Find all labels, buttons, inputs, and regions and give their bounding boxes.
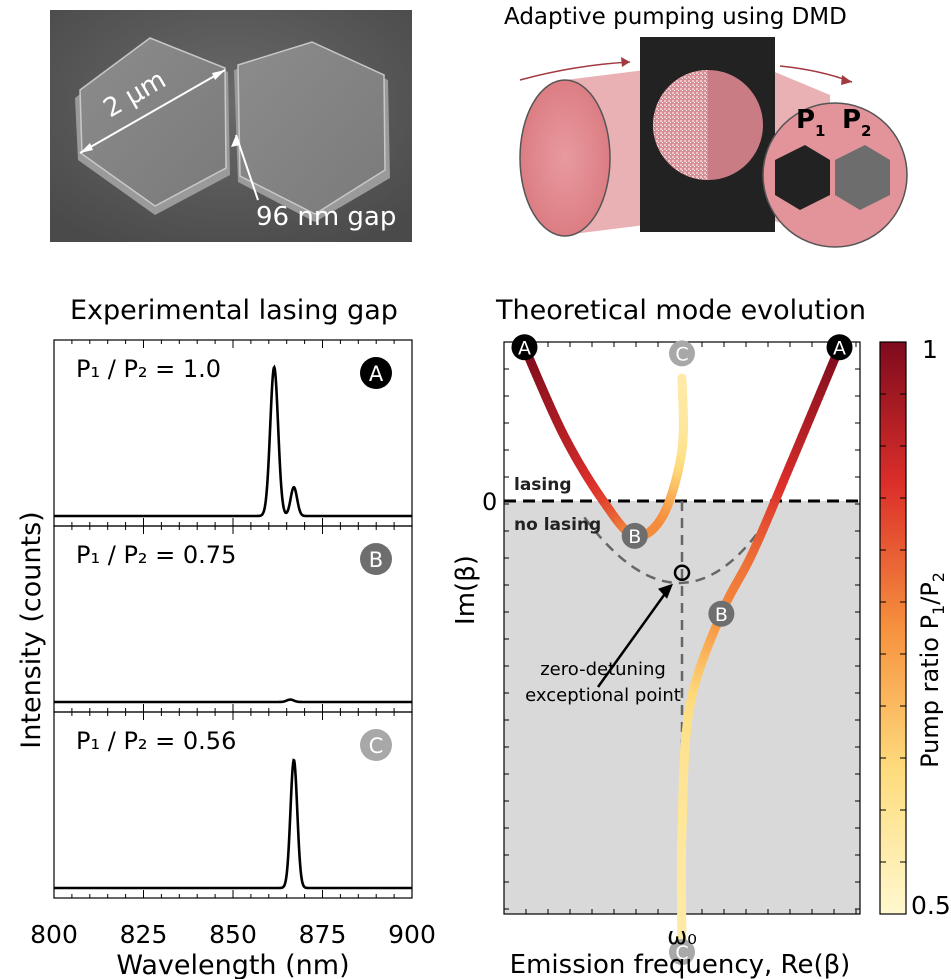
scale-arrow bbox=[79, 69, 226, 154]
sem-micrograph: 2 μm 96 nm gap bbox=[50, 10, 412, 242]
panel-badge-letter: C bbox=[369, 734, 384, 758]
hexagon-p1 bbox=[775, 145, 830, 210]
ep-arrowhead bbox=[658, 583, 673, 599]
lasing-label: lasing bbox=[514, 475, 572, 495]
colorbar bbox=[879, 341, 907, 915]
ep-label-line2: exceptional point bbox=[525, 685, 681, 706]
mode-point-letter: C bbox=[675, 942, 688, 964]
p1-label: P bbox=[796, 105, 815, 135]
panel-badge-letter: B bbox=[369, 548, 383, 572]
spectra-ylabel: Intensity (counts) bbox=[16, 511, 47, 748]
left-hexagon bbox=[75, 37, 230, 215]
gap-label: 96 nm gap bbox=[256, 202, 396, 232]
ep-label-line1: zero-detuning bbox=[540, 659, 666, 680]
exceptional-point-marker bbox=[673, 564, 691, 581]
arrow-in bbox=[519, 61, 631, 81]
spectra-title: Experimental lasing gap bbox=[70, 295, 398, 326]
spectrum-curve bbox=[54, 698, 412, 704]
p2-label: P bbox=[842, 105, 861, 135]
mode-ylabel: Im(β) bbox=[451, 555, 481, 625]
mode-point-letter: C bbox=[675, 343, 688, 365]
colorbar-label: Pump ratio P1/P2 bbox=[916, 572, 948, 768]
mode-point-letter: A bbox=[833, 337, 846, 359]
mode-point-letter: A bbox=[518, 337, 531, 359]
mode-point-badge bbox=[826, 334, 853, 361]
x-tick-label: 900 bbox=[388, 920, 436, 949]
mode-point-badge bbox=[511, 334, 538, 361]
input-beam-end bbox=[519, 79, 611, 237]
mode-title: Theoretical mode evolution bbox=[496, 295, 867, 326]
x-tick-label: 800 bbox=[30, 920, 78, 949]
ep-arc bbox=[583, 516, 770, 585]
ep-arrow bbox=[596, 586, 672, 688]
spectra-chart: Intensity (counts) P₁ / P₂ = 1.0 A P₁ / P₂… bbox=[16, 339, 436, 979]
ratio-label: P₁ / P₂ = 0.56 bbox=[76, 727, 236, 755]
hexagon-p2 bbox=[835, 145, 890, 210]
mode-point-badge bbox=[669, 939, 695, 965]
ratio-label: P₁ / P₂ = 0.75 bbox=[76, 541, 236, 569]
no-lasing-label: no lasing bbox=[514, 515, 601, 535]
x-tick-label: 875 bbox=[299, 920, 347, 949]
spectrum-curve bbox=[54, 364, 412, 518]
mode-point-badge bbox=[669, 340, 695, 367]
mode-point-badge bbox=[708, 600, 735, 627]
mode-point-letter: B bbox=[628, 526, 641, 548]
y-tick-label-zero: 0 bbox=[482, 488, 497, 516]
panel-badge bbox=[360, 357, 392, 389]
sem-image: 2 μm 96 nm gap bbox=[50, 10, 412, 242]
mode-point-letter: B bbox=[715, 604, 728, 626]
spectra-xlabel: Wavelength (nm) bbox=[116, 950, 349, 979]
mode-xlabel: Emission frequency, Re(β) bbox=[510, 950, 851, 979]
panel-badge bbox=[360, 543, 392, 575]
ratio-label: P₁ / P₂ = 1.0 bbox=[76, 355, 221, 383]
dmd-title: Adaptive pumping using DMD bbox=[504, 4, 847, 30]
colorbar-max: 1 bbox=[922, 335, 938, 364]
p2-subscript: 2 bbox=[861, 122, 871, 140]
panel-badge-letter: A bbox=[369, 362, 384, 386]
gap-arrow bbox=[235, 134, 259, 201]
x-tick-label-omega0: ω₀ bbox=[667, 922, 697, 950]
p1-subscript: 1 bbox=[815, 122, 825, 140]
spectrum-curve bbox=[54, 758, 412, 890]
x-tick-label: 825 bbox=[120, 920, 168, 949]
dmd-schematic: Adaptive pumping using DMD P 1 P 2 bbox=[480, 0, 950, 250]
colorbar-min: 0.5 bbox=[911, 891, 951, 920]
x-tick-label: 850 bbox=[209, 920, 257, 949]
panel-badge bbox=[360, 729, 392, 761]
right-hexagon bbox=[234, 41, 390, 222]
mode-point-badge bbox=[621, 522, 648, 549]
